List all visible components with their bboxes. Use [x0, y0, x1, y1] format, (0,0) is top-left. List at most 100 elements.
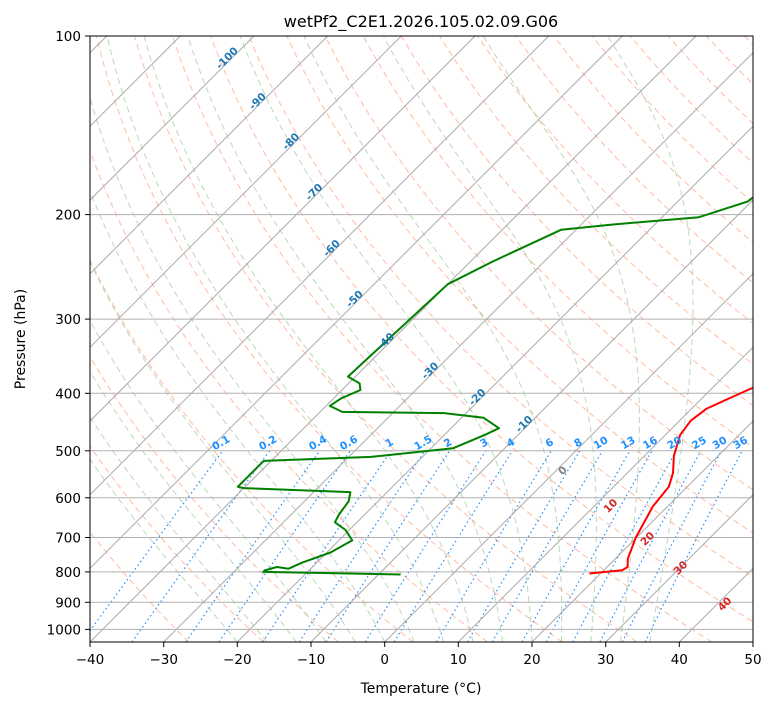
- dry-adiabat: [477, 36, 753, 324]
- mixing-ratio-line: [572, 450, 677, 642]
- isotherm-label: -70: [303, 181, 325, 203]
- moist-adiabat: [90, 370, 297, 642]
- dry-adiabat: [744, 36, 753, 46]
- moist-adiabat: [187, 36, 503, 642]
- isotherm-label: -30: [419, 360, 441, 382]
- dry-adiabat: [133, 36, 638, 642]
- mixing-ratio-label: 8: [572, 436, 584, 450]
- mixing-ratio-label: 0.4: [307, 433, 329, 453]
- dry-adiabat: [515, 36, 753, 284]
- dry-adiabat: [90, 445, 264, 642]
- isotherm: [90, 36, 623, 570]
- isotherm: [90, 36, 402, 349]
- plot-frame: [89, 35, 754, 643]
- isotherm: [384, 272, 753, 642]
- isotherm-label: -60: [321, 238, 343, 260]
- mixing-ratio-label: 0.1: [210, 433, 232, 453]
- isotherm: [531, 420, 753, 642]
- mixing-ratio-line: [393, 450, 513, 642]
- moist-adiabat: [90, 319, 327, 642]
- isotherm: [90, 36, 697, 642]
- dry-adiabat: [90, 149, 488, 642]
- y-tick-label: 1000: [47, 622, 81, 638]
- y-tick-label: 500: [55, 444, 81, 460]
- mixing-ratio-line: [435, 450, 552, 642]
- mixing-ratio-label: 1: [383, 436, 395, 450]
- dry-adiabat: [210, 36, 753, 623]
- y-tick-label: 900: [55, 595, 81, 611]
- pressure-grid: [90, 36, 753, 630]
- mixing-ratio-line: [364, 450, 487, 642]
- moist-adiabat: [90, 189, 386, 642]
- mixing-ratio-line: [185, 450, 321, 642]
- isotherm-label: -10: [513, 413, 535, 435]
- x-tick-label: 20: [523, 652, 540, 668]
- x-tick-label: −10: [297, 652, 326, 668]
- dry-adiabat: [286, 36, 753, 534]
- x-tick-label: 50: [744, 652, 761, 668]
- dry-adiabat: [95, 36, 563, 642]
- wet-bulb-label: 40: [716, 595, 735, 614]
- moist-adiabat: [90, 260, 356, 642]
- moist-adiabat: [90, 95, 415, 642]
- y-tick-label: 700: [55, 531, 81, 547]
- mixing-ratio-line: [298, 450, 426, 642]
- isotherm: [90, 36, 329, 275]
- mixing-ratio-line: [131, 450, 271, 642]
- sounding-line: [236, 196, 753, 576]
- isotherm-label: -20: [467, 387, 489, 409]
- x-tick-label: −40: [76, 652, 105, 668]
- mixing-ratio-line: [218, 450, 351, 642]
- mixing-ratio-label: 10: [592, 434, 611, 452]
- y-tick-label: 100: [55, 29, 81, 45]
- y-tick-label: 400: [55, 386, 81, 402]
- isotherm: [90, 36, 476, 422]
- chart-title: wetPf2_C2E1.2026.105.02.09.G06: [284, 12, 558, 32]
- isotherm-label: -100: [214, 45, 241, 72]
- mixing-ratio-line: [599, 450, 702, 642]
- moist-adiabat: [382, 36, 597, 642]
- wet-bulb-label: 10: [601, 497, 620, 516]
- mixing-ratio-line: [325, 450, 451, 642]
- mixing-ratio-line: [644, 450, 743, 642]
- moist-adiabats: [90, 36, 694, 642]
- mixing-ratio-label: 13: [619, 434, 638, 452]
- mixing-ratio-line: [521, 450, 631, 642]
- moist-adiabat: [90, 458, 238, 642]
- wet-bulb-label: 0: [556, 464, 570, 478]
- mixing-ratio-label: 16: [641, 434, 660, 452]
- isotherm: [236, 125, 753, 642]
- x-tick-label: 30: [597, 652, 614, 668]
- isotherm: [310, 199, 753, 642]
- mixing-ratio-lines: [90, 450, 743, 642]
- dry-adiabat: [553, 36, 753, 244]
- dry-adiabat: [172, 36, 712, 642]
- y-tick-label: 800: [55, 565, 81, 581]
- x-tick-label: 0: [380, 652, 389, 668]
- mixing-ratio-line: [90, 450, 224, 632]
- mixing-ratio-line: [262, 450, 392, 642]
- y-tick-label: 200: [55, 208, 81, 224]
- isotherm: [163, 51, 753, 642]
- y-tick-label: 600: [55, 491, 81, 507]
- isotherms: [90, 36, 753, 642]
- wet-bulb-label: 30: [671, 559, 690, 578]
- mixing-ratio-label: 30: [711, 434, 730, 452]
- dry-adiabat: [90, 258, 414, 642]
- mixing-ratio-line: [466, 450, 581, 642]
- dry-adiabat: [438, 36, 753, 365]
- isotherm-label: -50: [344, 288, 366, 310]
- mixing-ratio-label: 0.6: [338, 433, 360, 453]
- isotherm: [752, 641, 753, 642]
- dry-adiabat: [591, 36, 753, 204]
- dry-adiabat: [90, 355, 339, 642]
- plot-area: 0.1 0.2 0.4 0.6 1 1.5 2 3 4 6 8 10 13 16 20 25 30 36-100-…: [90, 36, 753, 642]
- moist-adiabat: [90, 416, 268, 642]
- dry-adiabat: [248, 36, 753, 578]
- moist-adiabat: [143, 36, 474, 642]
- mixing-ratio-label: 0.2: [257, 433, 279, 453]
- isotherm: [678, 567, 753, 642]
- sounding-line: [589, 386, 753, 575]
- mixing-ratio-label: 25: [690, 434, 709, 452]
- dry-adiabat: [324, 36, 753, 491]
